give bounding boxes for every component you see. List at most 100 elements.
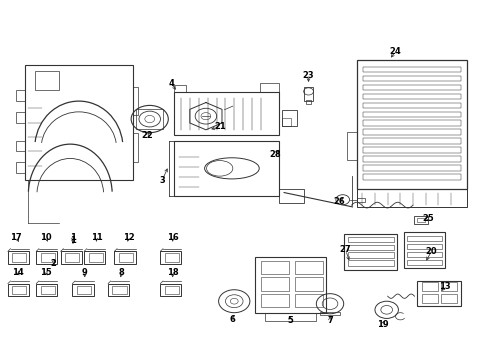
Bar [363, 103, 462, 108]
Bar [357, 60, 467, 189]
Text: 5: 5 [287, 316, 293, 325]
Text: 17: 17 [10, 233, 22, 242]
Bar [363, 156, 462, 162]
Text: 1: 1 [70, 236, 76, 245]
Bar [363, 121, 462, 126]
Bar [407, 260, 442, 265]
Text: 9: 9 [82, 268, 88, 277]
Bar [422, 294, 438, 303]
Text: 8: 8 [119, 268, 125, 277]
Bar [363, 165, 462, 171]
Bar [25, 65, 133, 180]
Bar [407, 236, 442, 241]
Bar [416, 218, 425, 222]
Bar [119, 253, 133, 262]
Text: 14: 14 [12, 268, 24, 277]
Bar [265, 313, 316, 320]
Bar [174, 85, 186, 92]
Bar [16, 112, 25, 123]
Bar [441, 294, 457, 303]
Bar [294, 277, 323, 291]
Bar [282, 110, 297, 126]
Bar [404, 232, 445, 268]
Text: 21: 21 [215, 122, 226, 131]
Bar [261, 294, 289, 307]
Bar [304, 87, 314, 101]
Bar [320, 312, 340, 315]
Bar [160, 284, 181, 297]
Bar [363, 147, 462, 153]
Bar [363, 76, 462, 81]
Text: 10: 10 [40, 233, 52, 242]
Bar [73, 284, 94, 297]
Text: 16: 16 [167, 233, 178, 242]
Bar [108, 284, 129, 297]
Bar [282, 118, 292, 126]
Bar [165, 285, 179, 294]
Bar [16, 140, 25, 151]
Text: 15: 15 [40, 268, 52, 277]
Bar [363, 130, 462, 135]
Text: 28: 28 [270, 150, 281, 159]
Bar [261, 261, 289, 274]
Bar [174, 92, 279, 135]
Text: 23: 23 [303, 71, 314, 80]
Bar [12, 285, 26, 294]
Bar [160, 251, 181, 264]
Text: 1: 1 [70, 233, 76, 242]
Bar [363, 94, 462, 99]
Text: 3: 3 [159, 176, 165, 185]
Text: 7: 7 [327, 316, 333, 325]
Text: 13: 13 [440, 282, 451, 291]
Bar [84, 251, 105, 264]
Bar [133, 134, 139, 162]
Bar [174, 140, 279, 196]
Text: 19: 19 [377, 320, 389, 329]
Bar [417, 281, 461, 306]
Text: 18: 18 [167, 268, 178, 277]
Bar [347, 252, 393, 258]
Bar [279, 189, 304, 203]
Bar [347, 244, 393, 250]
Bar [407, 244, 442, 249]
Text: 26: 26 [333, 197, 344, 206]
Bar [255, 257, 326, 313]
Bar [357, 198, 365, 202]
Bar [61, 251, 82, 264]
Bar [41, 253, 55, 262]
Bar [363, 138, 462, 144]
Text: 4: 4 [168, 79, 174, 88]
Bar [8, 251, 29, 264]
Bar [16, 162, 25, 173]
Bar [407, 252, 442, 257]
Bar [41, 285, 55, 294]
Bar [36, 284, 57, 297]
Text: 25: 25 [423, 214, 435, 223]
Bar [89, 253, 102, 262]
Bar [77, 285, 91, 294]
Text: 22: 22 [142, 131, 153, 140]
Bar [260, 83, 279, 92]
Text: 27: 27 [340, 246, 351, 255]
Bar [363, 112, 462, 117]
Text: 11: 11 [91, 233, 102, 242]
Bar [133, 87, 139, 116]
Bar [343, 234, 397, 270]
Bar [294, 294, 323, 307]
Bar [347, 237, 393, 242]
Text: 12: 12 [123, 233, 135, 242]
Bar [347, 260, 393, 266]
Text: 20: 20 [426, 247, 438, 256]
Bar [36, 251, 57, 264]
Bar [35, 71, 59, 90]
Bar [306, 100, 312, 104]
Bar [363, 85, 462, 90]
Bar [136, 109, 163, 129]
Bar [294, 261, 323, 274]
Bar [346, 132, 357, 160]
Text: 24: 24 [390, 47, 401, 56]
Bar [115, 251, 136, 264]
Bar [363, 174, 462, 180]
Bar [363, 67, 462, 72]
Bar [12, 253, 26, 262]
